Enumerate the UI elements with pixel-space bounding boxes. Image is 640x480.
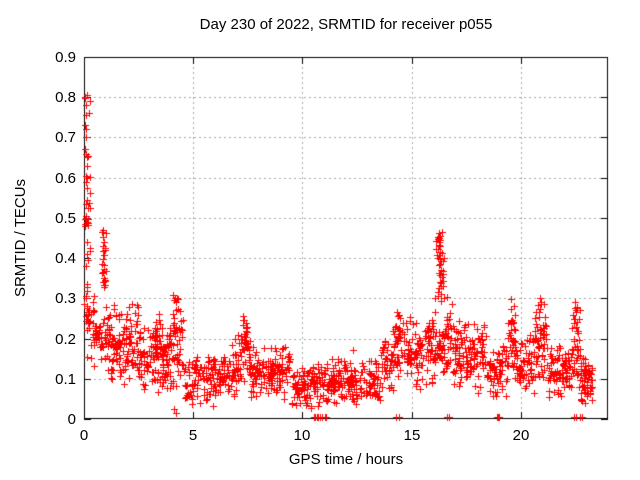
x-tick-label: 15	[403, 427, 421, 444]
y-tick-label: 0	[67, 411, 76, 428]
y-axis-title: SRMTID / TECUs	[12, 178, 29, 298]
x-tick-label: 20	[512, 427, 530, 444]
x-tick-label: 10	[293, 427, 311, 444]
y-tick-label: 0.3	[55, 290, 76, 307]
x-tick-label: 5	[188, 427, 198, 444]
chart-title: Day 230 of 2022, SRMTID for receiver p05…	[199, 16, 493, 33]
y-tick-label: 0.5	[55, 210, 76, 227]
y-tick-label: 0.6	[55, 170, 76, 187]
y-tick-label: 0.9	[55, 49, 76, 66]
y-tick-label: 0.2	[55, 331, 76, 348]
y-tick-label: 0.1	[55, 371, 76, 388]
y-tick-label: 0.7	[55, 129, 76, 146]
x-tick-label: 0	[79, 427, 89, 444]
x-axis-title: GPS time / hours	[288, 451, 404, 468]
y-tick-label: 0.4	[55, 250, 76, 267]
y-tick-label: 0.8	[55, 89, 76, 106]
